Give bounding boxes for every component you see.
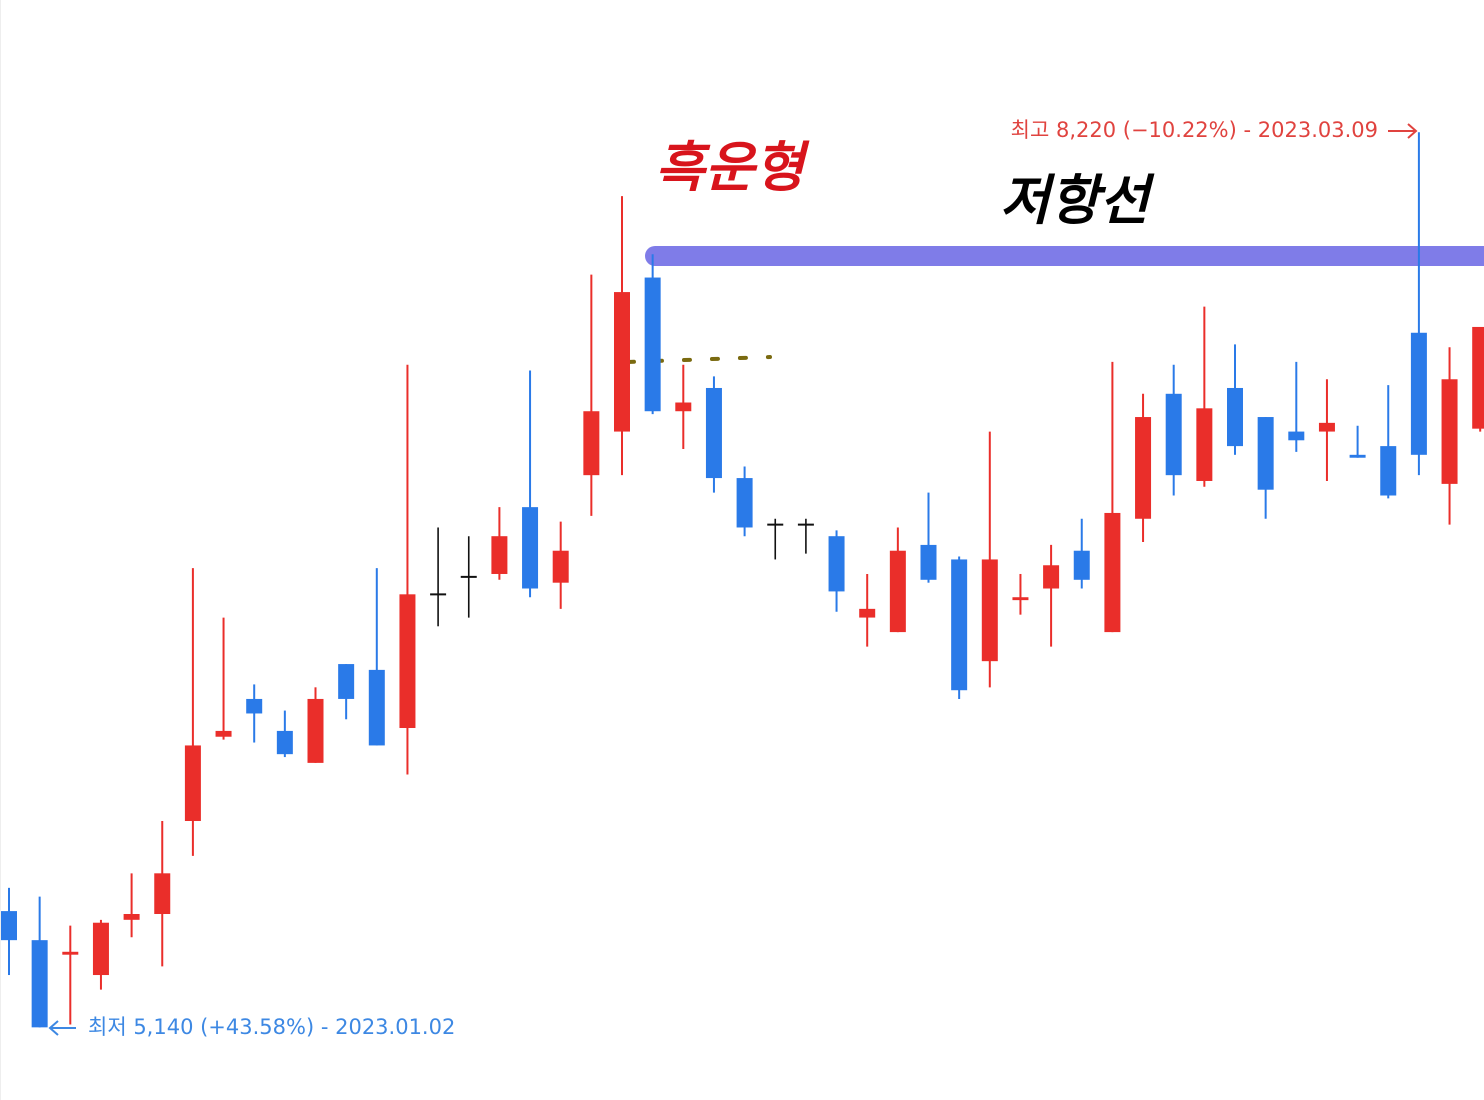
candle-body (154, 873, 171, 915)
candle-body (1012, 597, 1029, 601)
candle-body (1472, 326, 1484, 429)
candle-body (1257, 417, 1274, 490)
candle-body (399, 594, 416, 729)
candle-body (307, 698, 324, 763)
candle-body (1073, 550, 1090, 580)
handwritten-note: 흑운형 (655, 135, 810, 199)
candle-body (1349, 454, 1366, 458)
candle-body (951, 559, 968, 691)
candle-body (1227, 387, 1243, 447)
low-label: 최저 5,140 (+43.58%) - 2023.01.02 (88, 1015, 455, 1039)
candle-body (981, 559, 998, 662)
candle-body (92, 922, 109, 976)
candle-body (246, 698, 263, 714)
candle-body (31, 940, 48, 1028)
candle-body (62, 951, 79, 955)
candle-body (368, 669, 385, 746)
candle-body (1380, 446, 1397, 496)
candle-body (705, 387, 722, 479)
candle-body (1318, 422, 1335, 432)
candle-body (1104, 512, 1121, 633)
candle-body (1, 911, 17, 941)
handwritten-note: 저항선 (1000, 168, 1155, 232)
candle-body (1288, 431, 1305, 441)
high-label: 최고 8,220 (−10.22%) - 2023.03.09 (1011, 118, 1378, 142)
arrow (48, 1020, 76, 1036)
candle-body (583, 411, 600, 476)
candle-body (552, 550, 569, 583)
candle-body (1165, 393, 1182, 476)
candle-body (491, 536, 508, 574)
candle-body (123, 914, 140, 920)
candle-body (1441, 379, 1458, 484)
candle-body (1043, 565, 1060, 589)
candle-body (1196, 408, 1213, 481)
candles (1, 132, 1484, 1028)
candle-body (338, 664, 355, 699)
candle-body (828, 536, 845, 592)
candle-body (736, 478, 753, 528)
candle-body (1410, 332, 1427, 455)
candle-body (859, 608, 876, 618)
candle-body (276, 730, 293, 755)
candle-body (522, 507, 539, 589)
candle-body (889, 550, 906, 633)
candle-body (644, 277, 661, 412)
candle-body (184, 745, 201, 822)
arrow (1388, 123, 1418, 139)
candle-body (675, 402, 692, 412)
candle-body (215, 730, 232, 737)
dotted-line (626, 355, 772, 364)
candle-body (614, 292, 630, 432)
candle-body (920, 544, 937, 580)
candle-body (1135, 417, 1152, 519)
